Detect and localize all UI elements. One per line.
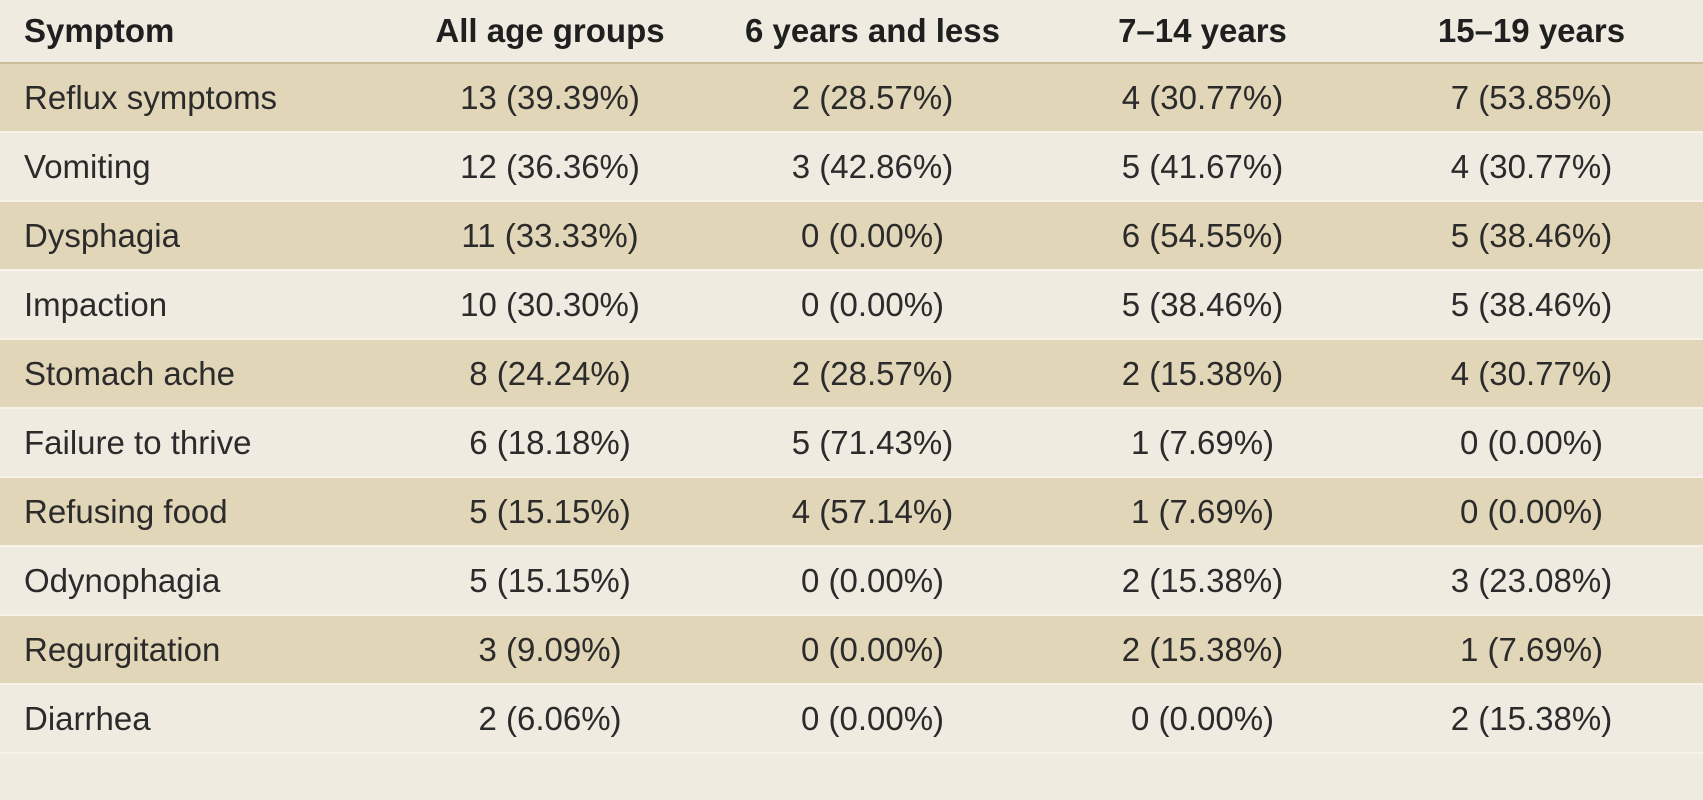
age-15-19-cell: 1 (7.69%): [1360, 615, 1703, 685]
age-6-and-less-cell: 5 (71.43%): [700, 408, 1045, 478]
symptom-cell: Vomiting: [0, 132, 400, 202]
all-age-groups-cell: 6 (18.18%): [400, 408, 700, 478]
all-age-groups-cell: 3 (9.09%): [400, 615, 700, 685]
age-6-and-less-cell: 3 (42.86%): [700, 132, 1045, 202]
symptom-cell: Reflux symptoms: [0, 63, 400, 133]
age-7-14-cell: 6 (54.55%): [1045, 201, 1360, 271]
age-6-and-less-cell: 0 (0.00%): [700, 546, 1045, 616]
age-6-and-less-cell: 0 (0.00%): [700, 615, 1045, 685]
age-7-14-cell: 5 (38.46%): [1045, 270, 1360, 340]
table-row: Stomach ache 8 (24.24%) 2 (28.57%) 2 (15.38…: [0, 339, 1703, 409]
age-6-and-less-cell: 0 (0.00%): [700, 270, 1045, 340]
table-row: Dysphagia 11 (33.33%) 0 (0.00%) 6 (54.55%) 5…: [0, 201, 1703, 271]
age-15-19-cell: 4 (30.77%): [1360, 132, 1703, 202]
age-7-14-cell: 2 (15.38%): [1045, 546, 1360, 616]
age-6-and-less-cell: 0 (0.00%): [700, 201, 1045, 271]
age-7-14-cell: 1 (7.69%): [1045, 408, 1360, 478]
symptom-cell: Dysphagia: [0, 201, 400, 271]
symptom-cell: Failure to thrive: [0, 408, 400, 478]
age-7-14-cell: 2 (15.38%): [1045, 615, 1360, 685]
table-row: Vomiting 12 (36.36%) 3 (42.86%) 5 (41.67%) 4…: [0, 132, 1703, 202]
age-15-19-cell: 0 (0.00%): [1360, 408, 1703, 478]
table-body: Reflux symptoms 13 (39.39%) 2 (28.57%) 4 (3…: [0, 63, 1703, 754]
age-6-and-less-cell: 2 (28.57%): [700, 63, 1045, 133]
all-age-groups-cell: 5 (15.15%): [400, 477, 700, 547]
age-7-14-cell: 1 (7.69%): [1045, 477, 1360, 547]
age-15-19-cell: 5 (38.46%): [1360, 201, 1703, 271]
age-6-and-less-cell: 4 (57.14%): [700, 477, 1045, 547]
table-row: Reflux symptoms 13 (39.39%) 2 (28.57%) 4 (3…: [0, 63, 1703, 133]
all-age-groups-cell: 5 (15.15%): [400, 546, 700, 616]
table-header-row: Symptom All age groups 6 years and less …: [0, 0, 1703, 64]
age-7-14-cell: 4 (30.77%): [1045, 63, 1360, 133]
header-6-years-and-less: 6 years and less: [700, 0, 1045, 64]
all-age-groups-cell: 8 (24.24%): [400, 339, 700, 409]
all-age-groups-cell: 2 (6.06%): [400, 684, 700, 754]
symptom-cell: Diarrhea: [0, 684, 400, 754]
age-15-19-cell: 0 (0.00%): [1360, 477, 1703, 547]
age-15-19-cell: 7 (53.85%): [1360, 63, 1703, 133]
header-15-19-years: 15–19 years: [1360, 0, 1703, 64]
age-15-19-cell: 5 (38.46%): [1360, 270, 1703, 340]
age-7-14-cell: 2 (15.38%): [1045, 339, 1360, 409]
header-symptom: Symptom: [0, 0, 400, 64]
table-row: Regurgitation 3 (9.09%) 0 (0.00%) 2 (15.38%…: [0, 615, 1703, 685]
age-6-and-less-cell: 2 (28.57%): [700, 339, 1045, 409]
table-row: Failure to thrive 6 (18.18%) 5 (71.43%) 1 (…: [0, 408, 1703, 478]
age-6-and-less-cell: 0 (0.00%): [700, 684, 1045, 754]
table-row: Refusing food 5 (15.15%) 4 (57.14%) 1 (7.69…: [0, 477, 1703, 547]
symptom-cell: Refusing food: [0, 477, 400, 547]
symptom-cell: Regurgitation: [0, 615, 400, 685]
age-15-19-cell: 3 (23.08%): [1360, 546, 1703, 616]
all-age-groups-cell: 13 (39.39%): [400, 63, 700, 133]
age-7-14-cell: 0 (0.00%): [1045, 684, 1360, 754]
symptom-cell: Odynophagia: [0, 546, 400, 616]
symptom-by-age-table: Symptom All age groups 6 years and less …: [0, 0, 1703, 754]
all-age-groups-cell: 10 (30.30%): [400, 270, 700, 340]
all-age-groups-cell: 11 (33.33%): [400, 201, 700, 271]
age-15-19-cell: 2 (15.38%): [1360, 684, 1703, 754]
table-row: Diarrhea 2 (6.06%) 0 (0.00%) 0 (0.00%) 2 (15…: [0, 684, 1703, 754]
age-7-14-cell: 5 (41.67%): [1045, 132, 1360, 202]
symptom-cell: Impaction: [0, 270, 400, 340]
table-row: Impaction 10 (30.30%) 0 (0.00%) 5 (38.46%) 5…: [0, 270, 1703, 340]
header-7-14-years: 7–14 years: [1045, 0, 1360, 64]
all-age-groups-cell: 12 (36.36%): [400, 132, 700, 202]
header-all-age-groups: All age groups: [400, 0, 700, 64]
symptom-cell: Stomach ache: [0, 339, 400, 409]
table-row: Odynophagia 5 (15.15%) 0 (0.00%) 2 (15.38%)…: [0, 546, 1703, 616]
age-15-19-cell: 4 (30.77%): [1360, 339, 1703, 409]
